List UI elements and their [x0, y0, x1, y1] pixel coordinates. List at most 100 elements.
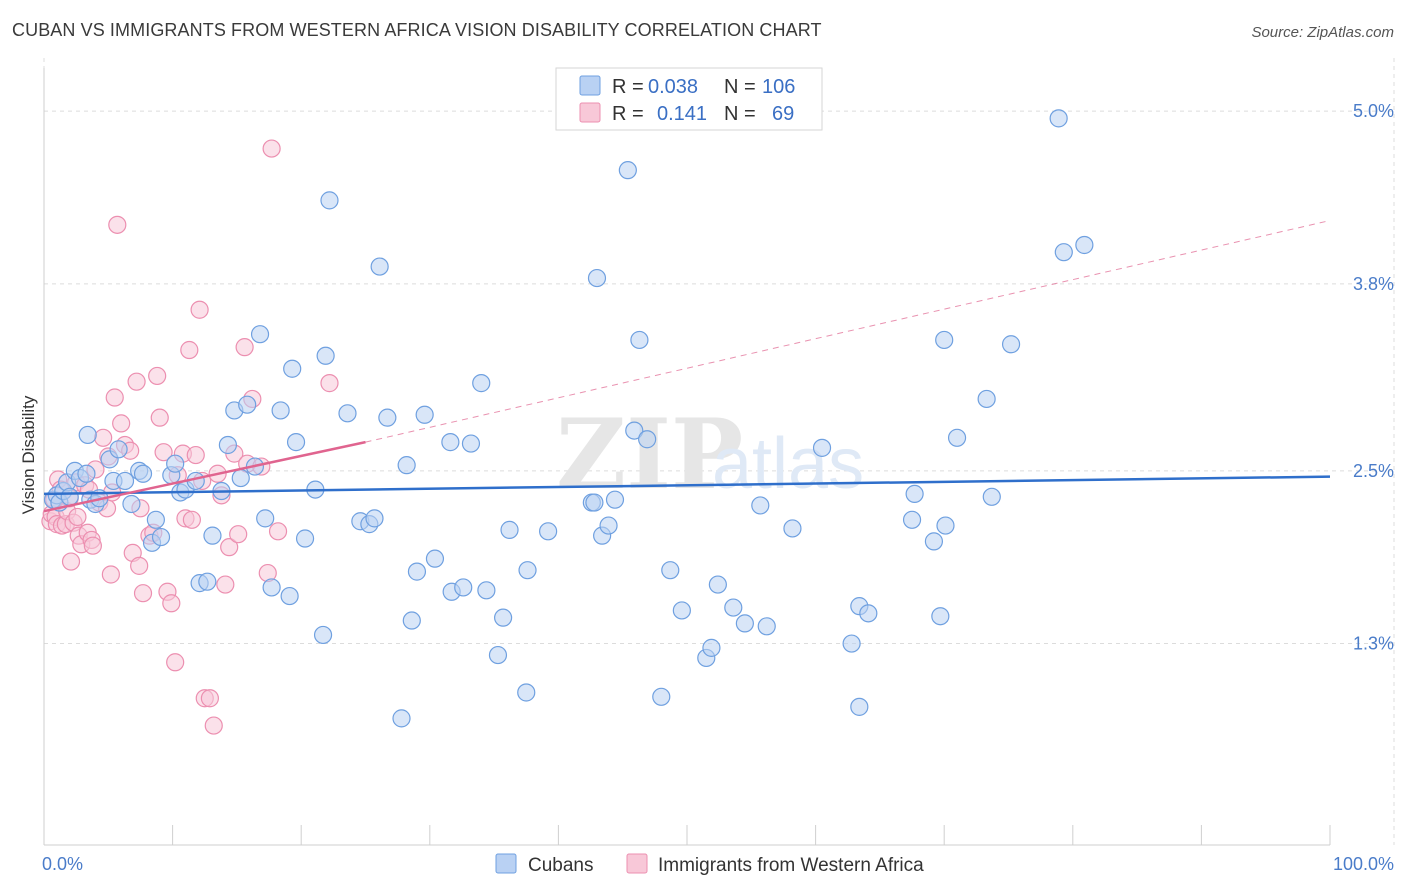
cubans-point — [397, 456, 416, 475]
cubans-point — [905, 484, 924, 504]
cubans-point — [859, 604, 878, 623]
cubans-point — [271, 401, 290, 420]
waf-point — [148, 366, 167, 386]
watermark-atlas: atlas — [712, 424, 864, 504]
cubans-point — [280, 586, 299, 606]
cubans-point — [286, 433, 306, 452]
cubans-point — [441, 433, 460, 452]
cubans-point — [539, 522, 558, 541]
cubans-point — [585, 493, 604, 512]
legend-r-value-waf: 0.141 — [657, 103, 707, 125]
cubans-point — [133, 464, 153, 483]
cubans-point — [295, 529, 315, 548]
cubans-point — [783, 519, 802, 538]
waf-point — [150, 408, 169, 427]
cubans-point — [724, 598, 743, 617]
cubans-point — [402, 611, 421, 630]
cubans-point — [250, 325, 270, 344]
trend-lines — [43, 220, 1331, 513]
watermark-zip: ZIP — [556, 398, 743, 511]
waf-point — [154, 443, 173, 462]
cubans-point — [902, 510, 922, 529]
y-tick-label: 3.8% — [1353, 274, 1394, 294]
waf-point — [180, 340, 199, 360]
waf-point — [186, 445, 205, 465]
waf-point — [216, 575, 235, 594]
cubans-point — [166, 454, 185, 473]
waf-point — [262, 139, 281, 158]
cubans-point — [231, 468, 250, 488]
waf-point — [68, 507, 87, 527]
cubans-point — [122, 494, 141, 514]
bottom-legend-label-waf: Immigrants from Western Africa — [658, 855, 924, 876]
y-tick-label: 1.3% — [1353, 634, 1394, 654]
waf-point — [204, 716, 223, 735]
legend-r-label-cubans: R = — [612, 76, 644, 98]
cubans-point — [931, 607, 950, 626]
cubans-point — [392, 709, 411, 728]
legend-r-value-cubans: 0.038 — [648, 76, 698, 98]
x-tick-label-max: 100.0% — [1333, 854, 1394, 874]
waf-point — [101, 565, 120, 584]
trend-line-waf-extension — [365, 220, 1331, 443]
cubans-point — [146, 510, 165, 529]
axes — [43, 68, 1331, 846]
cubans-point — [1001, 335, 1021, 354]
cubans-point — [518, 561, 537, 580]
series-cubans-points — [43, 109, 1094, 728]
cubans-point — [488, 645, 508, 665]
cubans-point — [661, 561, 680, 580]
cubans-point — [618, 161, 637, 180]
cubans-point — [1075, 235, 1094, 255]
bottom-legend-swatch-waf — [626, 853, 648, 874]
cubans-point — [702, 638, 721, 657]
cubans-point — [370, 257, 389, 276]
cubans-point — [109, 440, 128, 459]
y-tick-label: 5.0% — [1353, 101, 1394, 121]
waf-point — [130, 556, 149, 575]
bottom-legend-label-cubans: Cubans — [528, 855, 594, 876]
legend-n-value-waf: 69 — [772, 103, 794, 125]
waf-point — [108, 215, 127, 234]
cubans-point — [1049, 109, 1068, 128]
waf-point — [166, 653, 185, 672]
cubans-point — [338, 404, 357, 423]
waf-point — [61, 552, 81, 571]
waf-point — [182, 510, 201, 529]
cubans-point — [652, 687, 671, 706]
cubans-point — [630, 330, 649, 350]
cubans-point — [115, 471, 135, 491]
cubans-point — [708, 575, 727, 594]
cubans-point — [218, 435, 237, 455]
cubans-point — [812, 438, 832, 457]
legend-n-value-cubans: 106 — [762, 76, 795, 98]
cubans-point — [605, 490, 625, 509]
legend-swatch-waf — [579, 102, 601, 123]
cubans-point — [198, 572, 217, 591]
waf-point — [133, 584, 153, 603]
cubans-point — [425, 549, 445, 568]
cubans-point — [78, 425, 97, 445]
cubans-point — [1054, 243, 1073, 262]
waf-point — [200, 689, 219, 708]
waf-point — [320, 374, 339, 393]
trend-line-cubans — [43, 475, 1331, 496]
cubans-point — [757, 617, 776, 636]
chart-title: CUBAN VS IMMIGRANTS FROM WESTERN AFRICA … — [12, 20, 822, 40]
source-label: Source: ZipAtlas.com — [1251, 24, 1394, 41]
cubans-point — [461, 434, 481, 453]
legend-n-label-waf: N = — [724, 103, 756, 125]
waf-point — [112, 414, 131, 433]
cubans-point — [365, 509, 384, 528]
cubans-point — [316, 346, 335, 365]
cubans-point — [60, 487, 79, 506]
cubans-point — [313, 625, 333, 645]
waf-point — [190, 300, 209, 319]
cubans-point — [735, 614, 754, 633]
waf-point — [229, 525, 248, 544]
cubans-point — [320, 191, 339, 210]
y-tick-label: 2.5% — [1353, 461, 1394, 481]
cubans-point — [494, 608, 513, 627]
cubans-point — [256, 509, 275, 528]
cubans-point — [477, 581, 496, 600]
